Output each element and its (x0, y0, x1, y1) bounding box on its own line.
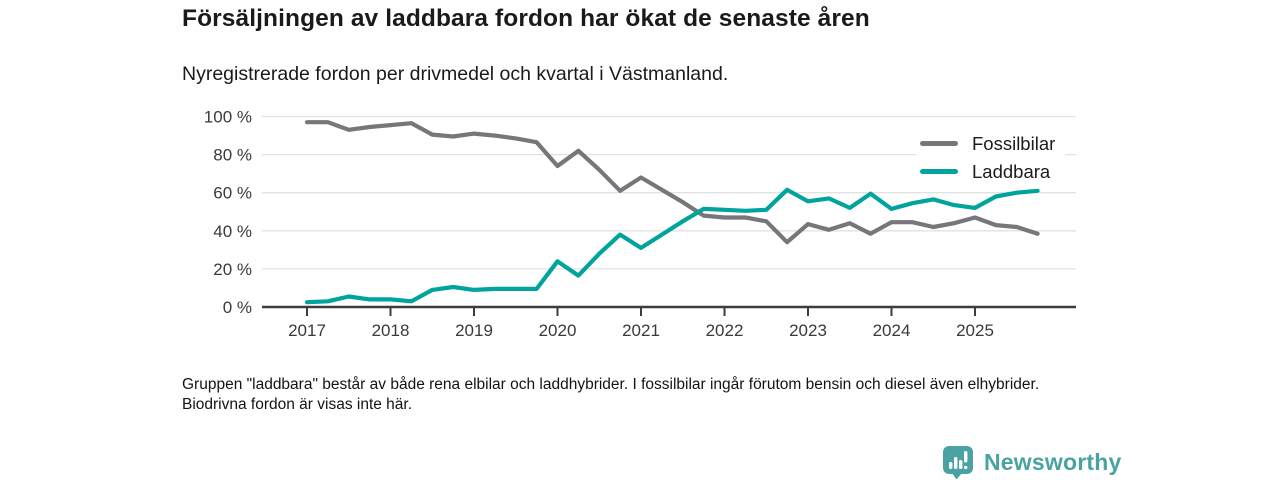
y-axis-tick-label: 60 % (213, 184, 252, 203)
x-axis-tick-label: 2021 (622, 321, 660, 340)
chart-title: Försäljningen av laddbara fordon har öka… (182, 5, 870, 32)
newsworthy-bubble-bars-icon (943, 446, 973, 480)
x-axis-tick-label: 2019 (455, 321, 493, 340)
x-axis-tick-label: 2024 (873, 321, 911, 340)
y-axis-tick-label: 100 % (204, 108, 252, 127)
legend-label: Fossilbilar (972, 132, 1056, 154)
line-chart: 0 % 20 % 40 % 60 % 80 % 100 % 2017 2018 2019 2020… (204, 108, 1076, 340)
x-axis-tick-label: 2020 (539, 321, 577, 340)
x-axis-tick-label: 2017 (288, 321, 326, 340)
newsworthy-logo: Newsworthy (941, 445, 1121, 480)
y-axis-tick-label: 40 % (213, 222, 252, 241)
y-axis-tick-label: 80 % (213, 146, 252, 165)
legend-item-fossilbilar: Fossilbilar (916, 130, 1066, 157)
chart-legend: Fossilbilar Laddbara (916, 130, 1066, 185)
chart-footnote: Gruppen "laddbara" består av både rena e… (182, 376, 1040, 414)
newsworthy-logo-text: Newsworthy (984, 449, 1122, 475)
line-series-fossilbilar (304, 120, 1040, 245)
x-axis-tick-label: 2022 (706, 321, 744, 340)
y-axis-tick-label: 20 % (213, 260, 252, 279)
x-axis-tick-label: 2018 (372, 321, 410, 340)
chart-subtitle: Nyregistrerade fordon per drivmedel och … (182, 63, 729, 85)
x-axis-tick-label: 2023 (789, 321, 827, 340)
laddbara-line-swatch-icon (920, 169, 958, 174)
fossilbilar-line-swatch-icon (920, 141, 958, 146)
x-axis-tick-label: 2025 (956, 321, 994, 340)
y-axis-tick-label: 0 % (223, 298, 252, 317)
legend-label: Laddbara (972, 160, 1051, 182)
legend-item-laddbara: Laddbara (916, 158, 1066, 185)
line-series-laddbara (304, 187, 1040, 305)
